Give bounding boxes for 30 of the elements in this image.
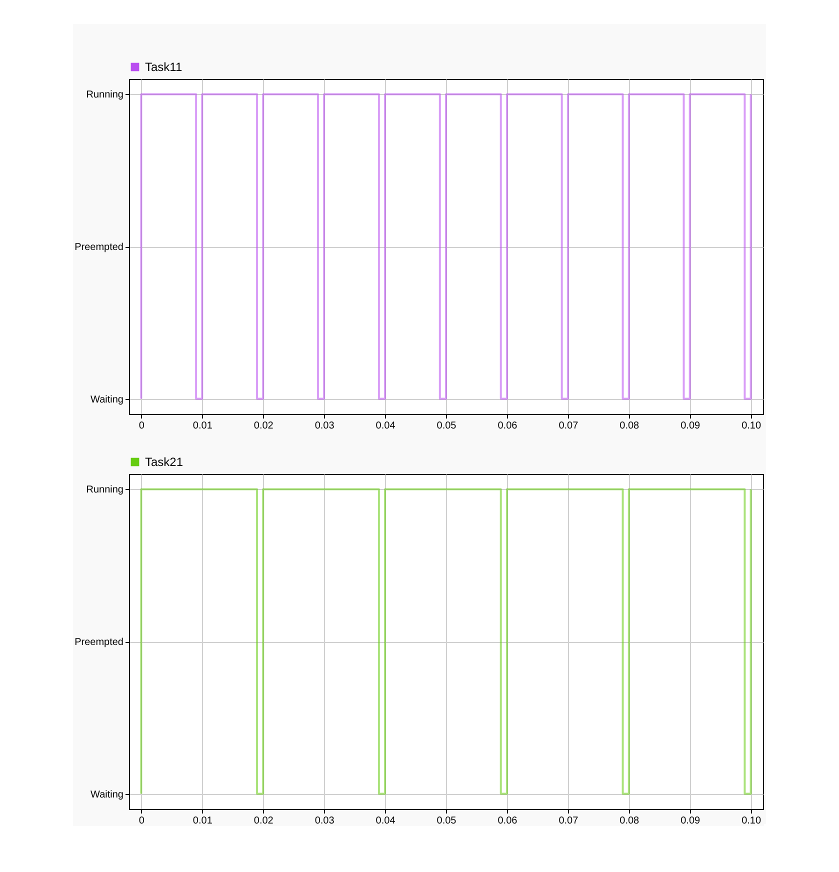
x-tick-label: 0.08	[620, 816, 640, 826]
x-tick-label: 0.02	[254, 816, 274, 826]
text: Preempted	[74, 637, 124, 648]
x-tick-label: 0.10	[742, 420, 762, 432]
x-tick-label: 0.10	[742, 816, 762, 826]
x-tick-label: 0.09	[680, 816, 701, 826]
legend-label: Task21	[145, 455, 184, 469]
x-tick-label: 0.07	[558, 420, 579, 432]
text: Running	[86, 484, 124, 496]
x-tick-label: 0.04	[376, 816, 396, 826]
x-tick-label: 0.08	[620, 420, 640, 432]
x-tick-label: 0	[138, 420, 145, 432]
text: Waiting	[90, 394, 124, 406]
text: Running	[86, 90, 124, 101]
x-tick-label: 0.02	[254, 420, 274, 432]
legend-label: Task11	[145, 60, 182, 74]
x-tick-label: 0.01	[192, 816, 213, 826]
x-tick-label: 0.06	[498, 420, 518, 432]
x-tick-label: 0.03	[314, 816, 335, 826]
x-tick-label: 0.05	[436, 816, 457, 826]
x-tick-label: 0.03	[314, 420, 335, 432]
text: Waiting	[90, 789, 124, 800]
x-tick-label: 0.07	[558, 816, 579, 826]
x-tick-label: 0.01	[192, 420, 213, 432]
x-tick-label: 0	[138, 816, 145, 826]
x-tick-label: 0.04	[376, 420, 396, 432]
x-tick-label: 0.06	[498, 816, 518, 826]
text: Preempted	[74, 242, 124, 253]
x-tick-label: 0.09	[680, 420, 701, 432]
x-tick-label: 0.05	[436, 420, 457, 432]
